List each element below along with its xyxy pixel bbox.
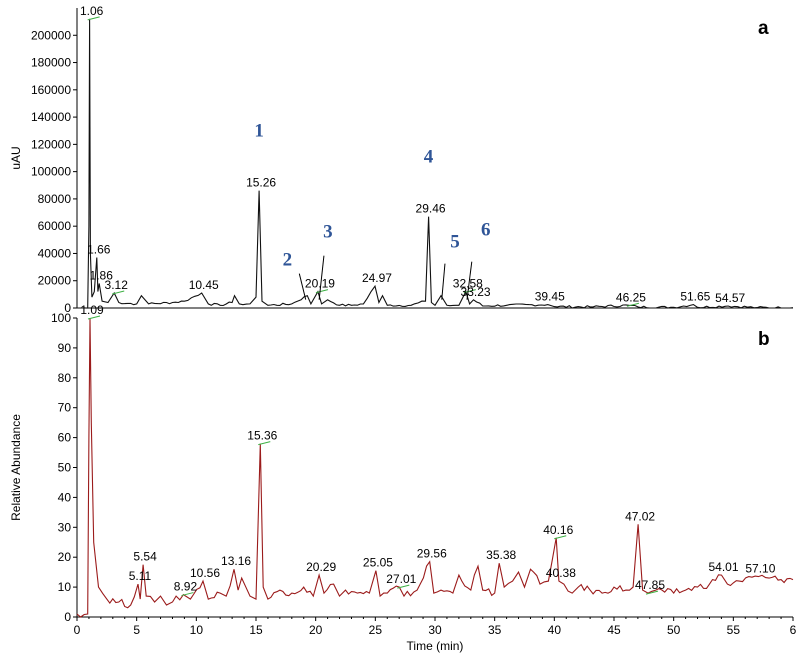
b-y-tick-label: 90 (58, 341, 72, 355)
b-x-tick-label: 6 (790, 623, 797, 637)
b-baseline-mark (554, 535, 567, 540)
b-peak-label: 5.11 (129, 569, 152, 583)
a-y-tick-label: 40000 (38, 246, 72, 260)
a-baseline-mark (87, 16, 100, 21)
b-x-tick-label: 40 (548, 623, 562, 637)
b-series-trace (76, 317, 794, 618)
b-x-tick-label: 25 (369, 623, 383, 637)
a-peak-label: 10.45 (189, 278, 219, 292)
b-x-tick-label: 35 (488, 623, 502, 637)
compound-pointer-6 (466, 261, 473, 300)
a-y-tick-label: 20000 (38, 274, 72, 288)
b-peak-label: 10.56 (190, 566, 220, 580)
a-peak-label: 1.66 (87, 243, 111, 257)
b-panel-letter: b (758, 329, 770, 350)
compound-pointer-2 (298, 273, 307, 300)
b-peak-label: 47.85 (635, 578, 665, 592)
a-y-tick-label: 100000 (31, 165, 71, 179)
b-y-tick-label: 20 (58, 550, 72, 564)
panel-a-uv-chromatogram: 0 20000 40000 60000 80000 100000 120000 140000 1… (9, 4, 794, 315)
a-peak-label: 15.26 (246, 176, 276, 190)
b-y-tick-label: 60 (58, 431, 72, 445)
a-y-tick-label: 160000 (31, 83, 71, 97)
a-baseline-mark (315, 289, 329, 294)
b-x-axis-title: Time (min) (407, 639, 464, 653)
b-x-tick-label: 30 (428, 623, 442, 637)
b-peak-label: 40.16 (543, 523, 573, 537)
b-peak-label: 13.16 (221, 554, 251, 568)
a-baseline-mark (626, 302, 640, 307)
b-x-tick-label: 15 (249, 623, 263, 637)
a-peak-label: 54.57 (715, 291, 745, 305)
b-baseline-mark (397, 584, 410, 589)
b-peak-label: 40.38 (546, 566, 576, 580)
a-peak-label: 1.86 (90, 268, 114, 282)
compound-number-1: 1 (254, 121, 264, 142)
b-x-tick-label: 0 (74, 623, 81, 637)
b-baseline-mark (645, 590, 659, 595)
compound-number-3: 3 (323, 222, 333, 243)
b-y-tick-label: 30 (58, 520, 72, 534)
a-peak-label: 33.23 (461, 285, 491, 299)
b-peak-label: 47.02 (625, 509, 655, 523)
a-peak-label: 20.19 (305, 277, 335, 291)
a-y-tick-label: 60000 (38, 219, 72, 233)
b-peak-label: 27.01 (386, 572, 416, 586)
a-peak-label: 39.45 (535, 290, 565, 304)
compound-pointer-3 (318, 255, 325, 300)
b-y-tick-label: 10 (58, 580, 72, 594)
compound-number-2: 2 (283, 250, 293, 271)
b-y-tick-label: 50 (58, 461, 72, 475)
a-y-tick-label: 0 (64, 301, 71, 315)
b-baseline-mark (258, 441, 271, 446)
b-peak-label: 29.56 (417, 547, 447, 561)
b-y-tick-label: 40 (58, 490, 72, 504)
b-peak-label: 20.29 (306, 560, 336, 574)
a-peak-label: 32.58 (453, 277, 483, 291)
a-baseline-mark (112, 290, 125, 295)
b-x-tick-label: 55 (727, 623, 741, 637)
a-peak-label: 29.46 (416, 202, 446, 216)
b-baseline-mark (87, 315, 101, 320)
b-peak-label: 1.09 (80, 303, 104, 317)
b-y-tick-label: 100 (51, 311, 71, 325)
a-peak-label: 3.12 (105, 278, 129, 292)
b-y-tick-label: 0 (64, 610, 71, 624)
a-peak-label: 51.65 (680, 290, 710, 304)
b-x-tick-label: 50 (667, 623, 681, 637)
b-y-tick-label: 80 (58, 371, 72, 385)
compound-pointer-5 (441, 263, 446, 300)
b-x-tick-label: 10 (190, 623, 204, 637)
b-peak-label: 57.10 (745, 562, 775, 576)
b-baseline-mark (181, 592, 194, 597)
a-peak-label: 24.97 (362, 271, 392, 285)
compound-number-4: 4 (424, 147, 434, 168)
b-y-axis-title: Relative Abundance (9, 414, 23, 521)
b-x-tick-label: 45 (607, 623, 621, 637)
a-series-trace (77, 18, 794, 309)
a-panel-letter: a (758, 18, 769, 39)
a-y-tick-label: 140000 (31, 110, 71, 124)
b-peak-label: 54.01 (709, 560, 739, 574)
b-peak-label: 8.92 (174, 580, 198, 594)
b-peak-label: 35.38 (486, 548, 516, 562)
a-y-tick-label: 180000 (31, 56, 71, 70)
b-x-tick-label: 20 (309, 623, 323, 637)
b-peak-label: 25.05 (363, 556, 393, 570)
a-y-axis-title: uAU (9, 146, 23, 169)
a-y-tick-label: 120000 (31, 137, 71, 151)
compound-number-5: 5 (450, 232, 460, 253)
a-peak-label: 46.25 (616, 290, 646, 304)
b-peak-label: 5.54 (133, 550, 157, 564)
a-baseline-mark (463, 289, 476, 294)
b-peak-label: 15.36 (247, 429, 277, 443)
b-y-tick-label: 70 (58, 401, 72, 415)
b-x-tick-label: 5 (133, 623, 140, 637)
compound-number-6: 6 (481, 220, 491, 241)
a-y-tick-label: 80000 (38, 192, 72, 206)
a-peak-label: 1.06 (80, 4, 104, 18)
a-y-tick-label: 200000 (31, 28, 71, 42)
